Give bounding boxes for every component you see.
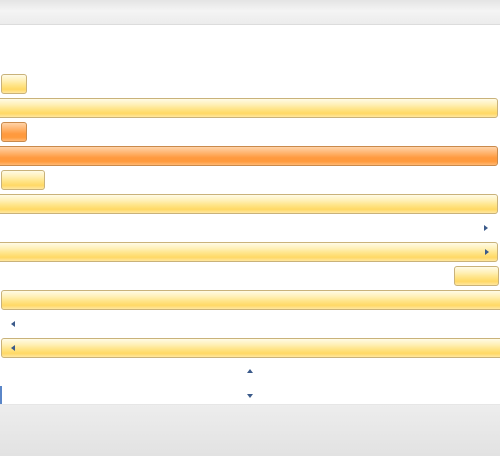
gold-bar-4[interactable] bbox=[1, 290, 500, 310]
left-edge-indicator bbox=[0, 386, 2, 404]
gold-bar-3-with-arrow[interactable] bbox=[0, 242, 498, 262]
gold-bar-2[interactable] bbox=[0, 194, 498, 214]
orange-bar-selected[interactable] bbox=[0, 146, 498, 166]
top-toolbar bbox=[0, 0, 500, 25]
triangle-left-icon bbox=[11, 345, 15, 351]
gold-bar-1[interactable] bbox=[0, 98, 498, 118]
small-gold-button[interactable] bbox=[1, 74, 27, 94]
small-orange-button[interactable] bbox=[1, 122, 27, 142]
triangle-right-icon[interactable] bbox=[484, 225, 488, 231]
medium-gold-button[interactable] bbox=[1, 170, 45, 190]
triangle-down-icon[interactable] bbox=[247, 394, 253, 398]
triangle-left-icon[interactable] bbox=[11, 321, 15, 327]
bottom-panel bbox=[0, 404, 500, 456]
triangle-right-icon bbox=[485, 249, 489, 255]
triangle-up-icon[interactable] bbox=[247, 369, 253, 373]
right-gold-button[interactable] bbox=[454, 266, 499, 286]
gold-bar-5-with-arrow[interactable] bbox=[1, 338, 500, 358]
